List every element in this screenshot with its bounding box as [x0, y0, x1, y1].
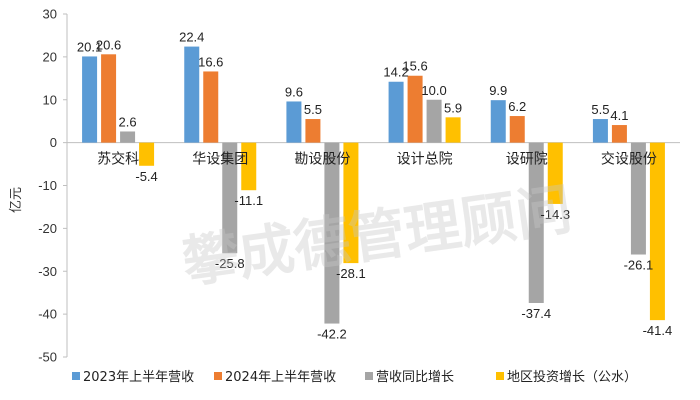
bar: [241, 142, 257, 191]
bar: [343, 142, 359, 264]
data-label: 15.6: [402, 59, 427, 74]
data-labels: 20.120.62.6-5.422.416.6-25.8-11.19.65.5-…: [77, 30, 672, 342]
data-label: -25.8: [215, 256, 245, 271]
data-label: 10.0: [421, 83, 446, 98]
axes: 30 20 10 0 -10 -20 -30 -40 -50: [38, 7, 680, 365]
category-labels: 苏交科 华设集团 勘设股份 设计总院 设研院 交设股份: [97, 151, 657, 168]
data-label: 20.6: [96, 37, 121, 52]
bar: [305, 119, 321, 143]
y-axis-label: 亿元: [9, 187, 24, 213]
data-label: 2.6: [119, 114, 137, 129]
y-tick-label: -30: [38, 264, 57, 279]
category-label: 设计总院: [397, 152, 453, 168]
bar: [184, 46, 200, 143]
y-tick-label: -10: [38, 178, 57, 193]
data-label: -41.4: [643, 323, 673, 338]
data-label: 4.1: [610, 108, 628, 123]
category-label: 设研院: [506, 152, 548, 168]
y-tick-label: 10: [43, 92, 57, 107]
data-label: -11.1: [234, 193, 263, 208]
data-label: -42.2: [317, 327, 347, 342]
bar: [82, 56, 98, 143]
data-label: -26.1: [624, 258, 654, 273]
y-tick-label: -40: [38, 307, 57, 322]
data-label: 20.1: [77, 39, 102, 54]
category-label: 华设集团: [192, 151, 248, 168]
bar: [445, 117, 461, 143]
legend-label: 2023年上半年营收: [83, 370, 194, 385]
category-label: 勘设股份: [294, 152, 350, 168]
data-label: 5.5: [591, 102, 609, 117]
legend-swatch: [214, 372, 222, 380]
y-tick-label: -20: [38, 221, 57, 236]
bar: [528, 142, 544, 303]
legend-swatch: [496, 372, 504, 380]
data-label: 22.4: [179, 30, 204, 45]
category-label: 苏交科: [97, 151, 139, 168]
y-tick-label: 30: [43, 7, 57, 22]
data-label: 5.9: [444, 100, 462, 115]
legend-label: 地区投资增长（公水）: [507, 369, 637, 385]
data-label: 5.5: [304, 102, 322, 117]
bar: [101, 54, 117, 143]
y-tick-label: -50: [38, 350, 57, 365]
legend-label: 2024年上半年营收: [225, 370, 336, 385]
bar: [649, 142, 665, 321]
legend: 2023年上半年营收 2024年上半年营收 营收同比增长 地区投资增长（公水）: [72, 369, 637, 385]
data-label: -28.1: [336, 266, 366, 281]
bar: [426, 99, 442, 143]
data-label: 9.9: [489, 83, 507, 98]
bar: [407, 75, 423, 143]
data-label: 6.2: [508, 99, 526, 114]
legend-label: 营收同比增长: [376, 370, 454, 385]
data-label: -5.4: [135, 169, 157, 184]
y-tick-label: 0: [50, 135, 57, 150]
data-label: 14.2: [383, 65, 408, 80]
bar: [388, 81, 404, 143]
y-tick-label: 20: [43, 49, 57, 64]
category-label: 交设股份: [601, 151, 657, 168]
bar: [509, 116, 525, 143]
bar: [490, 100, 506, 143]
bar: [120, 131, 136, 143]
legend-swatch: [72, 372, 80, 380]
bar: [592, 119, 608, 143]
bar: [630, 142, 646, 255]
bar: [203, 71, 219, 143]
bar: [547, 142, 563, 204]
bar: [324, 142, 340, 324]
data-label: -14.3: [540, 207, 570, 222]
bar: [611, 125, 627, 143]
bars: [82, 46, 665, 324]
bar: [286, 101, 302, 143]
bar: [222, 142, 238, 254]
data-label: 16.6: [198, 54, 223, 69]
legend-swatch: [365, 372, 373, 380]
data-label: 9.6: [285, 84, 303, 99]
data-label: -37.4: [521, 306, 551, 321]
bar: [139, 142, 155, 166]
